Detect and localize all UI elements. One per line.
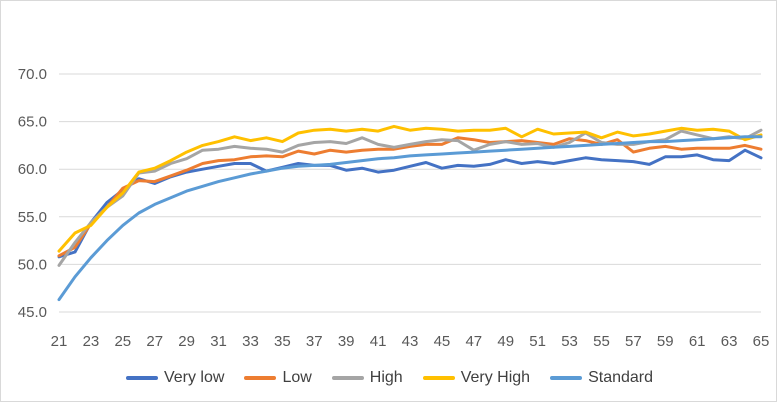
series-line-very-high <box>57 124 763 253</box>
x-tick-label: 27 <box>146 333 163 350</box>
chart-legend: Very low Low High Very High Standard <box>1 366 777 390</box>
legend-swatch-high <box>331 376 364 380</box>
series-line-high <box>57 128 763 267</box>
legend-item-standard: Standard <box>550 369 653 387</box>
legend-item-very-high: Very High <box>422 369 531 387</box>
x-tick-label: 37 <box>306 333 323 350</box>
x-tick-label: 21 <box>51 333 68 350</box>
x-tick-label: 31 <box>210 333 227 350</box>
legend-item-high: High <box>331 369 403 387</box>
x-tick-label: 29 <box>178 333 195 350</box>
legend-item-very-low: Very low <box>125 369 225 387</box>
line-chart-plot: 45.0 50.0 55.0 60.0 65.0 70.0 21 23 25 27 29 31 33 35… <box>18 66 770 350</box>
legend-label-low: Low <box>282 369 312 386</box>
series-line-standard <box>57 135 763 302</box>
legend-swatch-low <box>244 376 277 380</box>
legend-label-standard: Standard <box>588 369 654 386</box>
x-tick-label: 51 <box>529 333 546 350</box>
x-tick-label: 47 <box>465 333 482 350</box>
x-tick-label: 63 <box>721 333 738 350</box>
y-tick-label: 70.0 <box>18 66 47 83</box>
x-tick-label: 55 <box>593 333 610 350</box>
x-tick-label: 35 <box>274 333 291 350</box>
x-tick-label: 25 <box>114 333 131 350</box>
y-tick-label: 65.0 <box>18 114 47 131</box>
series-line-low <box>57 136 763 258</box>
x-tick-label: 59 <box>657 333 674 350</box>
x-tick-label: 41 <box>370 333 387 350</box>
legend-label-very-low: Very low <box>163 369 225 386</box>
x-tick-label: 61 <box>689 333 706 350</box>
x-tick-label: 65 <box>753 333 770 350</box>
y-tick-label: 55.0 <box>18 209 47 226</box>
y-tick-label: 50.0 <box>18 256 47 273</box>
x-tick-label: 49 <box>497 333 514 350</box>
y-tick-label: 45.0 <box>18 304 47 321</box>
legend-swatch-very-low <box>125 376 158 380</box>
x-tick-label: 53 <box>561 333 578 350</box>
legend-item-low: Low <box>244 369 312 387</box>
legend-label-very-high: Very High <box>460 369 531 386</box>
x-tick-label: 43 <box>402 333 419 350</box>
x-tick-label: 39 <box>338 333 355 350</box>
x-tick-label: 57 <box>625 333 642 350</box>
x-tick-label: 23 <box>83 333 100 350</box>
legend-swatch-very-high <box>422 376 455 380</box>
x-tick-label: 45 <box>434 333 451 350</box>
y-tick-label: 60.0 <box>18 161 47 178</box>
legend-swatch-standard <box>550 376 583 380</box>
x-tick-label: 33 <box>242 333 259 350</box>
legend-label-high: High <box>369 369 403 386</box>
